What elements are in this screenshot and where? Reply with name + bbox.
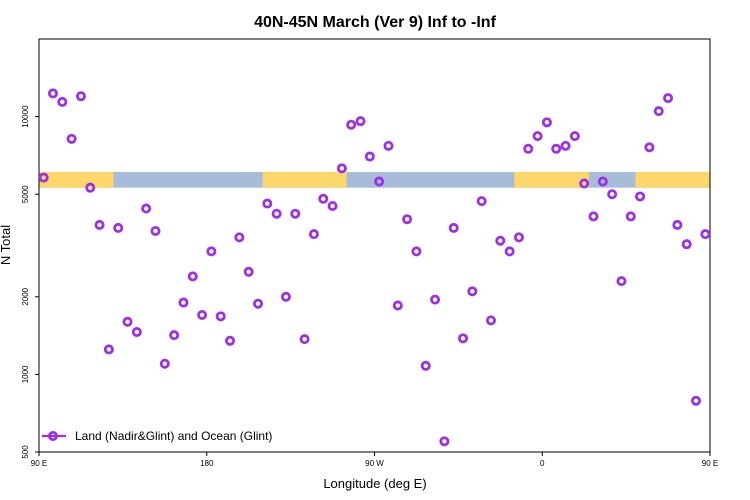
- data-point: [579, 178, 590, 189]
- data-point: [178, 297, 189, 308]
- data-point: [625, 211, 636, 222]
- data-point: [187, 271, 198, 282]
- data-point: [253, 298, 264, 309]
- data-point: [57, 96, 68, 107]
- data-points: [38, 88, 711, 447]
- land-band-0: [39, 171, 114, 188]
- data-point: [495, 235, 506, 246]
- data-point: [131, 327, 142, 338]
- data-point: [336, 163, 347, 174]
- data-point: [402, 214, 413, 225]
- data-point: [672, 219, 683, 230]
- data-point: [141, 203, 152, 214]
- x-tick-label-2: 90 W: [365, 459, 384, 468]
- data-point: [364, 151, 375, 162]
- data-point: [635, 191, 646, 202]
- data-point: [541, 117, 552, 128]
- data-point: [290, 208, 301, 219]
- data-point: [47, 88, 58, 99]
- land-band-3: [635, 171, 710, 188]
- data-point: [94, 219, 105, 230]
- data-point: [374, 176, 385, 187]
- data-point: [616, 276, 627, 287]
- y-tick-label-4: 10000: [21, 105, 30, 128]
- x-axis-label: Longitude (deg E): [323, 476, 426, 491]
- data-point: [532, 131, 543, 142]
- data-point: [588, 211, 599, 222]
- data-point: [169, 330, 180, 341]
- data-point: [271, 208, 282, 219]
- y-tick-label-1: 1000: [21, 365, 30, 383]
- x-tick-label-3: 0: [540, 459, 545, 468]
- data-point: [159, 358, 170, 369]
- data-point: [430, 294, 441, 305]
- data-point: [197, 309, 208, 320]
- data-point: [607, 189, 618, 200]
- y-axis-label: N Total: [0, 225, 13, 265]
- plot-frame: [38, 38, 711, 453]
- data-point: [66, 133, 77, 144]
- data-point: [523, 143, 534, 154]
- data-point: [458, 333, 469, 344]
- data-point: [85, 182, 96, 193]
- data-point: [280, 291, 291, 302]
- data-point: [113, 222, 124, 233]
- data-point: [448, 222, 459, 233]
- y-tick-label-3: 5000: [21, 185, 30, 203]
- data-point: [308, 229, 319, 240]
- data-point: [318, 193, 329, 204]
- data-point: [551, 143, 562, 154]
- chart-title: 40N-45N March (Ver 9) Inf to -Inf: [254, 14, 496, 31]
- data-point: [243, 266, 254, 277]
- data-point: [355, 116, 366, 127]
- data-point: [206, 246, 217, 257]
- data-point: [215, 311, 226, 322]
- data-point: [225, 335, 236, 346]
- data-point: [644, 142, 655, 153]
- data-point: [262, 198, 273, 209]
- data-point: [569, 131, 580, 142]
- data-point: [700, 229, 711, 240]
- y-tick-label-0: 500: [21, 445, 30, 459]
- data-point: [392, 300, 403, 311]
- data-point: [103, 344, 114, 355]
- x-tick-label-4: 90 E: [702, 459, 718, 468]
- data-point: [411, 246, 422, 257]
- legend: Land (Nadir&Glint) and Ocean (Glint): [42, 429, 272, 443]
- data-point: [75, 91, 86, 102]
- data-point: [653, 106, 664, 117]
- data-point: [122, 316, 133, 327]
- data-point: [476, 196, 487, 207]
- data-point: [597, 176, 608, 187]
- data-point: [383, 140, 394, 151]
- legend-label: Land (Nadir&Glint) and Ocean (Glint): [75, 429, 272, 443]
- data-point: [420, 360, 431, 371]
- legend-marker: [48, 430, 59, 441]
- data-point: [560, 140, 571, 151]
- data-point: [38, 172, 49, 183]
- data-point: [485, 315, 496, 326]
- x-tick-label-0: 90 E: [31, 459, 47, 468]
- data-point: [513, 232, 524, 243]
- data-point: [681, 239, 692, 250]
- data-point: [234, 232, 245, 243]
- y-tick-label-2: 2000: [21, 287, 30, 305]
- data-point: [327, 201, 338, 212]
- data-point: [299, 334, 310, 345]
- data-point: [467, 286, 478, 297]
- data-point: [691, 395, 702, 406]
- land-band-2: [514, 171, 589, 188]
- data-point: [504, 246, 515, 257]
- data-point: [439, 436, 450, 447]
- land-band-1: [262, 171, 347, 188]
- x-tick-label-1: 180: [200, 459, 214, 468]
- data-point: [663, 93, 674, 104]
- data-point: [346, 119, 357, 130]
- data-point: [150, 225, 161, 236]
